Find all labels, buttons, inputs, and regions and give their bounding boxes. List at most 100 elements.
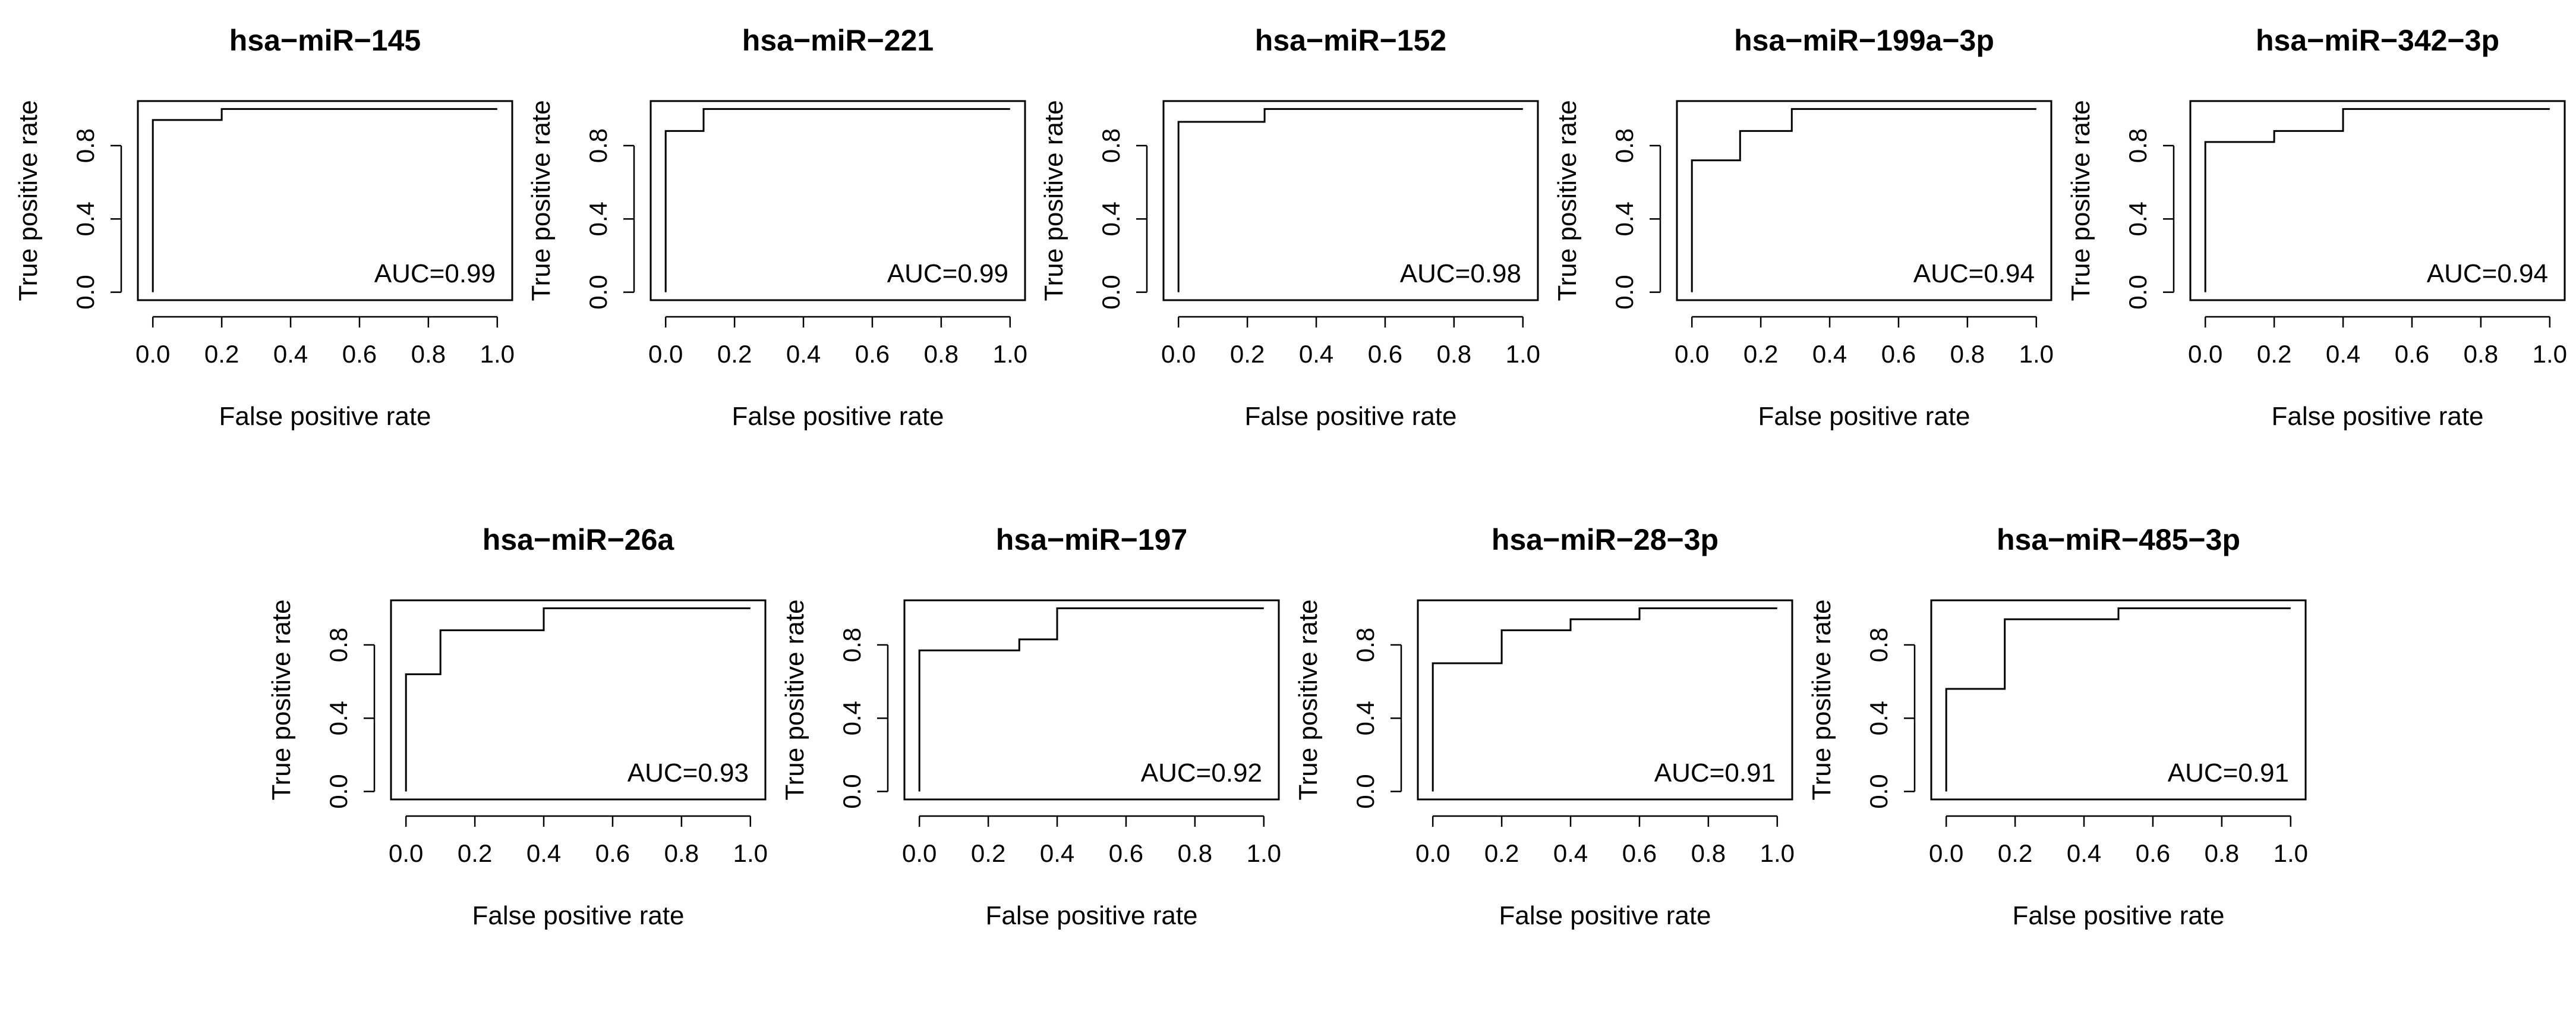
x-tick-label: 0.4 (1040, 839, 1074, 867)
x-tick-label: 0.6 (595, 839, 630, 867)
x-tick-label: 0.4 (273, 340, 308, 368)
y-tick-label: 0.8 (324, 628, 352, 662)
y-tick-label: 0.0 (1351, 774, 1379, 808)
x-tick-label: 0.6 (855, 340, 890, 368)
x-tick-label: 0.8 (411, 340, 446, 368)
x-tick-label: 0.4 (2326, 340, 2360, 368)
y-tick-label: 0.4 (71, 201, 99, 236)
panel-title: hsa−miR−152 (1255, 24, 1446, 57)
plot-frame (390, 599, 767, 801)
x-tick-label: 0.8 (1437, 340, 1471, 368)
roc-curve (405, 607, 751, 792)
y-tick-label: 0.8 (1097, 128, 1125, 163)
x-tick-label: 1.0 (1760, 839, 1795, 867)
y-tick-label: 0.4 (2124, 201, 2152, 236)
x-tick-label: 0.4 (786, 340, 821, 368)
y-tick-label: 0.0 (1865, 774, 1893, 808)
y-axis-label: True positive rate (780, 599, 809, 800)
x-axis-label: False positive rate (1758, 402, 1970, 431)
y-axis-label: True positive rate (1039, 100, 1068, 301)
roc-curve (1945, 607, 2291, 792)
y-tick-label: 0.0 (71, 275, 99, 309)
panel-title: hsa−miR−199a−3p (1734, 24, 1994, 57)
y-tick-label: 0.4 (1865, 701, 1893, 735)
y-tick-label: 0.4 (1097, 201, 1125, 236)
roc-panel-4: hsa−miR−199a−3p 0.0 0.2 0.4 0.6 0.8 1.0 0.0 0.4 0… (1553, 24, 2054, 431)
y-axis-label: True positive rate (1807, 599, 1836, 800)
x-tick-label: 0.2 (1998, 839, 2032, 867)
panel-title: hsa−miR−342−3p (2256, 24, 2499, 57)
roc-panel-2: hsa−miR−221 0.0 0.2 0.4 0.6 0.8 1.0 0.0 0.4 0.8 Fa… (526, 24, 1027, 431)
x-tick-label: 0.0 (1675, 340, 1709, 368)
auc-label: AUC=0.99 (887, 259, 1008, 288)
x-tick-label: 0.0 (902, 839, 937, 867)
x-tick-label: 0.6 (2136, 839, 2170, 867)
x-tick-label: 0.6 (1622, 839, 1657, 867)
roc-curve (1691, 108, 2036, 292)
y-tick-label: 0.0 (1097, 275, 1125, 309)
x-tick-label: 0.6 (1368, 340, 1402, 368)
y-tick-label: 0.4 (1610, 201, 1638, 236)
x-tick-label: 0.8 (1691, 839, 1726, 867)
roc-panel-6: hsa−miR−26a 0.0 0.2 0.4 0.6 0.8 1.0 0.0 0.4 0.8 Fa… (267, 523, 768, 930)
x-tick-label: 0.2 (2257, 340, 2291, 368)
y-axis-label: True positive rate (1294, 599, 1323, 800)
roc-curve (918, 607, 1264, 792)
plot-frame (1162, 100, 1539, 301)
y-tick-label: 0.8 (71, 128, 99, 163)
panel-title: hsa−miR−26a (483, 523, 675, 556)
roc-curve (664, 108, 1010, 292)
x-tick-label: 0.6 (342, 340, 377, 368)
x-tick-label: 0.2 (717, 340, 752, 368)
x-tick-label: 1.0 (993, 340, 1027, 368)
x-tick-label: 0.0 (135, 340, 170, 368)
x-tick-label: 0.4 (2067, 839, 2101, 867)
x-tick-label: 1.0 (480, 340, 515, 368)
panel-title: hsa−miR−197 (996, 523, 1187, 556)
y-tick-label: 0.4 (838, 701, 866, 735)
auc-label: AUC=0.92 (1141, 758, 1262, 788)
auc-label: AUC=0.94 (1913, 259, 2035, 288)
x-tick-label: 1.0 (2533, 340, 2567, 368)
auc-label: AUC=0.98 (1400, 259, 1521, 288)
y-axis-label: True positive rate (14, 100, 43, 301)
y-tick-label: 0.0 (2124, 275, 2152, 309)
x-tick-label: 0.2 (1484, 839, 1519, 867)
roc-panel-8: hsa−miR−28−3p 0.0 0.2 0.4 0.6 0.8 1.0 0.0 0.4 0.8… (1294, 523, 1795, 930)
x-tick-label: 0.8 (2464, 340, 2498, 368)
x-tick-label: 0.2 (971, 839, 1005, 867)
panel-title: hsa−miR−145 (229, 24, 421, 57)
y-tick-label: 0.8 (1865, 628, 1893, 662)
plot-frame (1676, 100, 2052, 301)
x-tick-label: 1.0 (1506, 340, 1540, 368)
panel-title: hsa−miR−28−3p (1492, 523, 1719, 556)
roc-panel-9: hsa−miR−485−3p 0.0 0.2 0.4 0.6 0.8 1.0 0.0 0.4 0.… (1807, 523, 2308, 930)
x-tick-label: 0.2 (458, 839, 492, 867)
auc-label: AUC=0.94 (2427, 259, 2548, 288)
y-tick-label: 0.8 (584, 128, 612, 163)
x-axis-label: False positive rate (1499, 901, 1711, 930)
x-tick-label: 1.0 (2019, 340, 2054, 368)
y-tick-label: 0.8 (2124, 128, 2152, 163)
roc-curve (1432, 607, 1777, 792)
x-tick-label: 0.0 (1161, 340, 1196, 368)
x-tick-label: 0.6 (1109, 839, 1143, 867)
x-axis-label: False positive rate (2012, 901, 2224, 930)
roc-curve (152, 108, 497, 292)
y-axis-label: True positive rate (2066, 100, 2095, 301)
panel-title: hsa−miR−221 (742, 24, 934, 57)
x-tick-label: 0.2 (204, 340, 239, 368)
x-tick-label: 0.6 (1881, 340, 1916, 368)
x-tick-label: 0.4 (1553, 839, 1588, 867)
y-axis-label: True positive rate (526, 100, 556, 301)
x-axis-label: False positive rate (472, 901, 684, 930)
y-tick-label: 0.0 (1610, 275, 1638, 309)
y-tick-label: 0.4 (1351, 701, 1379, 735)
roc-panel-1: hsa−miR−145 0.0 0.2 0.4 0.6 0.8 1.0 0.0 0.4 0.8 Fa… (14, 24, 515, 431)
x-tick-label: 0.8 (924, 340, 958, 368)
y-tick-label: 0.8 (1351, 628, 1379, 662)
x-tick-label: 0.0 (648, 340, 683, 368)
x-axis-label: False positive rate (1244, 402, 1456, 431)
x-tick-label: 0.0 (389, 839, 423, 867)
